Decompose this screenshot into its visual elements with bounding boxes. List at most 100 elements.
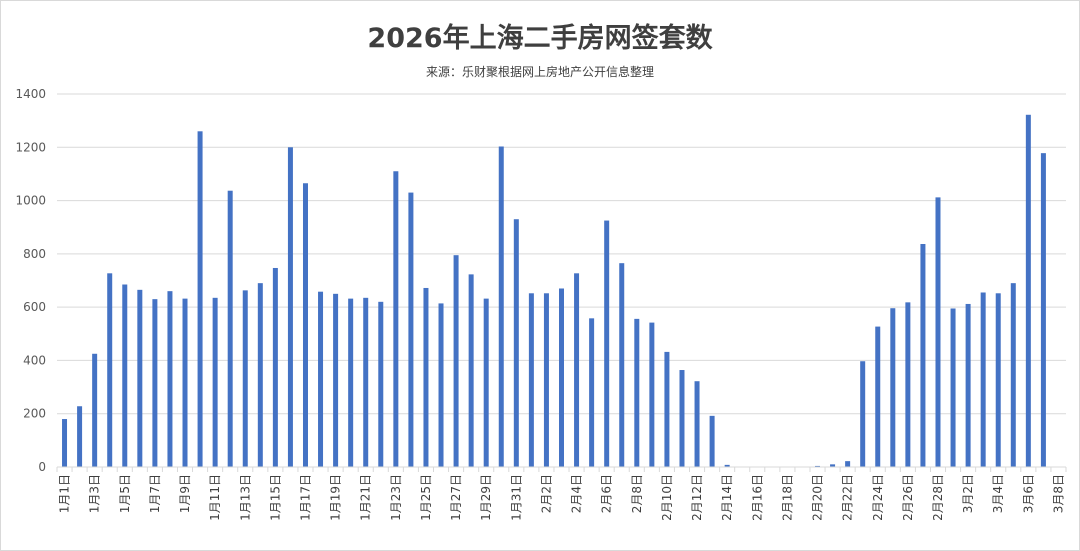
x-tick-label: 2月2日 xyxy=(539,474,553,513)
x-tick-label: 1月3日 xyxy=(88,474,102,513)
x-tick-label: 1月19日 xyxy=(329,474,343,521)
x-tick-label: 2月4日 xyxy=(570,474,584,513)
x-tick-label: 2月10日 xyxy=(660,474,674,521)
bar xyxy=(1025,114,1031,467)
bar xyxy=(483,298,489,467)
bar xyxy=(649,322,655,467)
bar xyxy=(875,326,881,467)
y-tick-label: 400 xyxy=(23,353,46,367)
bar xyxy=(242,290,248,467)
bar xyxy=(272,267,278,467)
x-tick-label: 1月25日 xyxy=(419,474,433,521)
x-tick-label: 1月1日 xyxy=(58,474,72,513)
bar xyxy=(498,146,504,468)
x-tick-label: 1月27日 xyxy=(449,474,463,521)
bar xyxy=(302,183,308,467)
x-tick-label: 2月28日 xyxy=(931,474,945,521)
bar xyxy=(995,293,1001,467)
x-axis-ticks: 1月1日 1月3日 1月5日 1月7日 1月9日 1月11日 1月13日 1月15日 1月17日… xyxy=(58,474,1066,521)
bar xyxy=(559,288,564,467)
bar xyxy=(724,464,730,467)
x-tick-label: 1月7日 xyxy=(148,474,162,513)
x-tick-label: 1月21日 xyxy=(359,474,373,521)
bar xyxy=(815,465,821,467)
bar xyxy=(227,190,233,467)
x-tick-label: 2月12日 xyxy=(690,474,704,521)
bar xyxy=(468,274,474,467)
bar xyxy=(438,303,444,467)
bar xyxy=(212,297,218,467)
bar xyxy=(935,197,941,467)
x-tick-label: 3月4日 xyxy=(991,474,1005,513)
bar xyxy=(257,283,263,467)
x-tick-label: 2月16日 xyxy=(750,474,764,521)
bar xyxy=(137,289,143,467)
x-tick-label: 1月5日 xyxy=(118,474,132,513)
x-tick-label: 1月17日 xyxy=(298,474,312,521)
bar xyxy=(393,171,399,467)
bar xyxy=(333,293,339,467)
bar xyxy=(152,299,158,467)
bars xyxy=(62,114,1046,468)
x-tick-label: 2月26日 xyxy=(901,474,915,521)
y-tick-label: 800 xyxy=(23,247,46,261)
bar xyxy=(122,284,128,467)
bar xyxy=(860,361,866,467)
x-tick-label: 1月29日 xyxy=(479,474,493,521)
y-axis-ticks: 0 200 400 600 800 1000 1200 1400 xyxy=(15,87,46,474)
bar xyxy=(619,263,625,467)
bar xyxy=(182,298,188,467)
y-tick-label: 1400 xyxy=(15,87,46,101)
bar xyxy=(634,318,640,467)
bar xyxy=(348,298,354,467)
y-tick-label: 0 xyxy=(38,460,46,474)
x-axis xyxy=(56,466,1067,472)
bar xyxy=(905,302,911,467)
bar xyxy=(423,287,429,467)
y-tick-label: 1000 xyxy=(15,194,46,208)
bar xyxy=(167,291,173,467)
bar xyxy=(513,219,519,467)
x-tick-label: 1月13日 xyxy=(238,474,252,521)
x-tick-label: 3月8日 xyxy=(1051,474,1065,513)
bar xyxy=(197,131,203,468)
bar xyxy=(589,318,595,467)
bar xyxy=(920,244,926,467)
y-tick-label: 1200 xyxy=(15,140,46,154)
bar xyxy=(408,192,414,467)
bar xyxy=(453,255,459,467)
bar xyxy=(77,406,83,467)
bar xyxy=(830,464,836,467)
bar xyxy=(604,220,610,467)
bar xyxy=(363,297,369,467)
x-tick-label: 2月24日 xyxy=(871,474,885,521)
bar xyxy=(318,291,324,467)
chart-title: 2026年上海二手房网签套数 xyxy=(367,23,713,54)
x-tick-label: 2月18日 xyxy=(780,474,794,521)
x-tick-label: 2月6日 xyxy=(600,474,614,513)
bar xyxy=(709,415,715,467)
bar xyxy=(694,381,700,467)
y-tick-label: 600 xyxy=(23,300,46,314)
x-tick-label: 1月23日 xyxy=(389,474,403,521)
bar xyxy=(543,293,549,467)
bar xyxy=(92,353,98,467)
bar xyxy=(1010,283,1016,467)
bar xyxy=(679,370,685,467)
x-tick-label: 2月8日 xyxy=(630,474,644,513)
x-tick-label: 1月9日 xyxy=(178,474,192,513)
bar xyxy=(845,461,851,467)
x-tick-label: 3月2日 xyxy=(961,474,975,513)
x-tick-label: 2月14日 xyxy=(720,474,734,521)
bar xyxy=(1040,153,1046,467)
x-tick-label: 2月20日 xyxy=(811,474,825,521)
x-tick-label: 2月22日 xyxy=(841,474,855,521)
x-tick-label: 1月15日 xyxy=(268,474,282,521)
bar xyxy=(287,147,293,468)
bar xyxy=(107,273,113,467)
x-tick-label: 3月6日 xyxy=(1021,474,1035,513)
bar xyxy=(965,303,971,467)
bar xyxy=(890,308,896,467)
bar xyxy=(62,419,68,467)
